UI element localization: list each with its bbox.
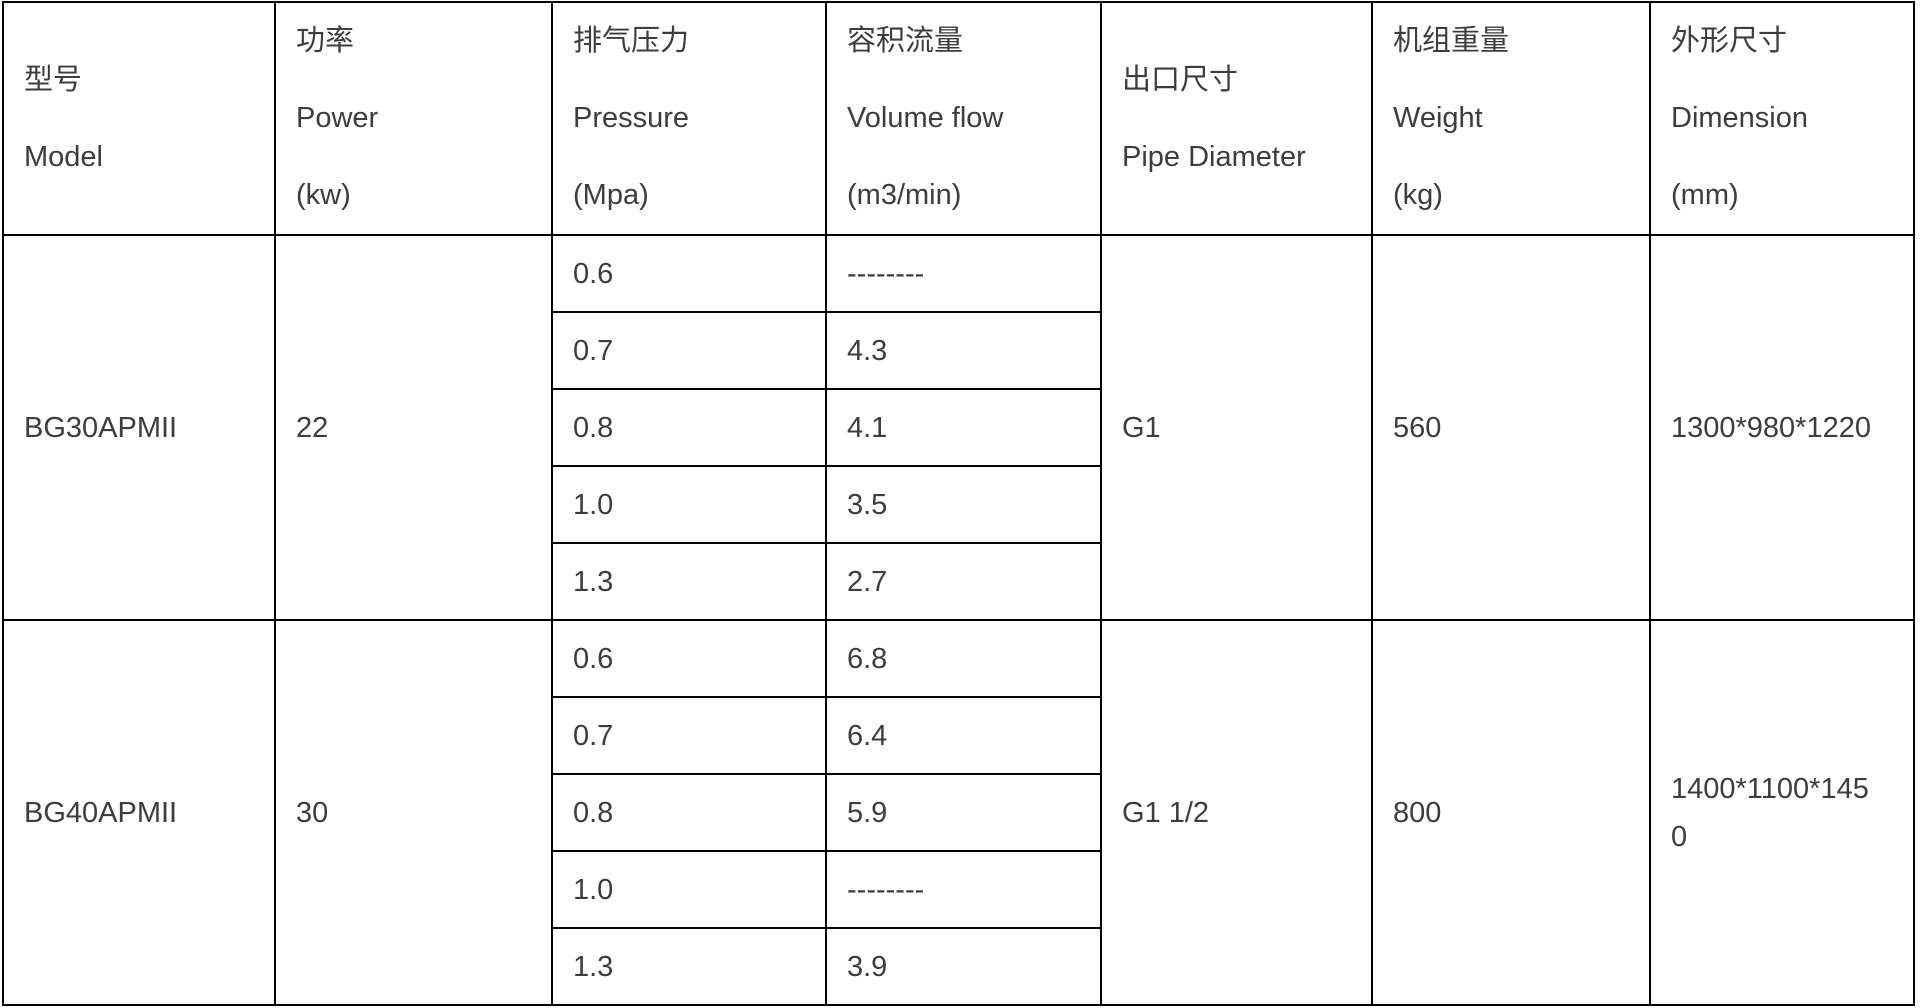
column-header-line: (m3/min) (847, 179, 962, 211)
column-header-line: Model (24, 140, 103, 173)
column-header-line: 功率 (296, 25, 355, 57)
dimension-cell-text: 1300*980*1220 (1671, 411, 1871, 444)
table-row: 0.7 6.4 (3, 696, 1914, 775)
pipe-diameter-cell: G1 1/2 (1100, 619, 1373, 1006)
pressure-cell: 1.3 (551, 542, 827, 621)
column-header-line: Volume flow (847, 102, 1004, 134)
table-row: 1.0 -------- (3, 850, 1914, 929)
dimension-cell: 1400*1100*1450 (1649, 619, 1915, 1006)
pressure-cell: 1.0 (551, 850, 827, 929)
column-header-line: (mm) (1671, 179, 1739, 211)
column-header-line: (Mpa) (573, 179, 649, 211)
column-header-power: 功率 Power (kw) (274, 1, 553, 236)
table-row: 1.3 2.7 (3, 542, 1914, 621)
column-header-dimension: 外形尺寸 Dimension (mm) (1649, 1, 1915, 236)
weight-cell: 560 (1371, 234, 1651, 621)
column-header-line: (kg) (1393, 179, 1443, 211)
table-row: 0.8 5.9 (3, 773, 1914, 852)
table-row: 1.0 3.5 (3, 465, 1914, 544)
pressure-cell: 0.7 (551, 311, 827, 390)
power-cell: 22 (274, 234, 553, 621)
pipe-diameter-cell: G1 (1100, 234, 1373, 621)
flow-cell: 2.7 (825, 542, 1102, 621)
column-header-line: 外形尺寸 (1671, 25, 1788, 57)
flow-cell: -------- (825, 850, 1102, 929)
pressure-cell: 0.6 (551, 234, 827, 313)
column-header-line: 排气压力 (573, 25, 690, 57)
column-header-line: Power (296, 102, 379, 134)
flow-cell: -------- (825, 234, 1102, 313)
column-header-weight: 机组重量 Weight (kg) (1371, 1, 1651, 236)
flow-cell: 6.4 (825, 696, 1102, 775)
table-row: 1.3 3.9 (3, 927, 1914, 1006)
flow-cell: 3.5 (825, 465, 1102, 544)
column-header-volume_flow: 容积流量 Volume flow (m3/min) (825, 1, 1102, 236)
table-row: BG30APMII 22 0.6 -------- G1 560 1300*980*1220 (2, 234, 1915, 621)
flow-cell: 5.9 (825, 773, 1102, 852)
flow-cell: 4.3 (825, 311, 1102, 390)
column-header-line: 型号 (24, 63, 83, 96)
weight-cell: 800 (1371, 619, 1651, 1006)
column-header-line: Dimension (1671, 102, 1808, 134)
model-cell: BG30APMII (2, 234, 276, 621)
table-row: BG40APMII 30 0.6 6.8 G1 1/2 800 1400*1100*1450 (2, 619, 1915, 1006)
pressure-cell: 1.0 (551, 465, 827, 544)
column-header-model: 型号 Model (2, 1, 276, 236)
pressure-cell: 1.3 (551, 927, 827, 1006)
pressure-cell: 0.8 (551, 773, 827, 852)
dimension-cell: 1300*980*1220 (1649, 234, 1915, 621)
pressure-cell: 0.7 (551, 696, 827, 775)
column-header-line: Weight (1393, 102, 1483, 134)
flow-cell: 3.9 (825, 927, 1102, 1006)
column-header-line: Pipe Diameter (1122, 140, 1306, 173)
column-header-pipe: 出口尺寸 Pipe Diameter (1100, 1, 1373, 236)
header-row: 型号 Model 功率 Power (kw) 排气压力 Pressure (Mpa) 容积流量 V… (2, 1, 1915, 236)
column-header-line: 容积流量 (847, 25, 964, 57)
column-header-pressure: 排气压力 Pressure (Mpa) (551, 1, 827, 236)
column-header-line: 出口尺寸 (1122, 63, 1239, 96)
column-header-line: Pressure (573, 102, 690, 134)
pressure-cell: 0.6 (551, 619, 827, 698)
dimension-cell-text: 1400*1100*1450 (1671, 772, 1869, 853)
model-cell: BG40APMII (2, 619, 276, 1006)
power-cell: 30 (274, 619, 553, 1006)
column-header-line: (kw) (296, 179, 351, 211)
column-header-line: 机组重量 (1393, 25, 1510, 57)
pressure-cell: 0.8 (551, 388, 827, 467)
table-row: 0.7 4.3 (3, 311, 1914, 390)
flow-cell: 6.8 (825, 619, 1102, 698)
flow-cell: 4.1 (825, 388, 1102, 467)
table-row: 0.8 4.1 (3, 388, 1914, 467)
